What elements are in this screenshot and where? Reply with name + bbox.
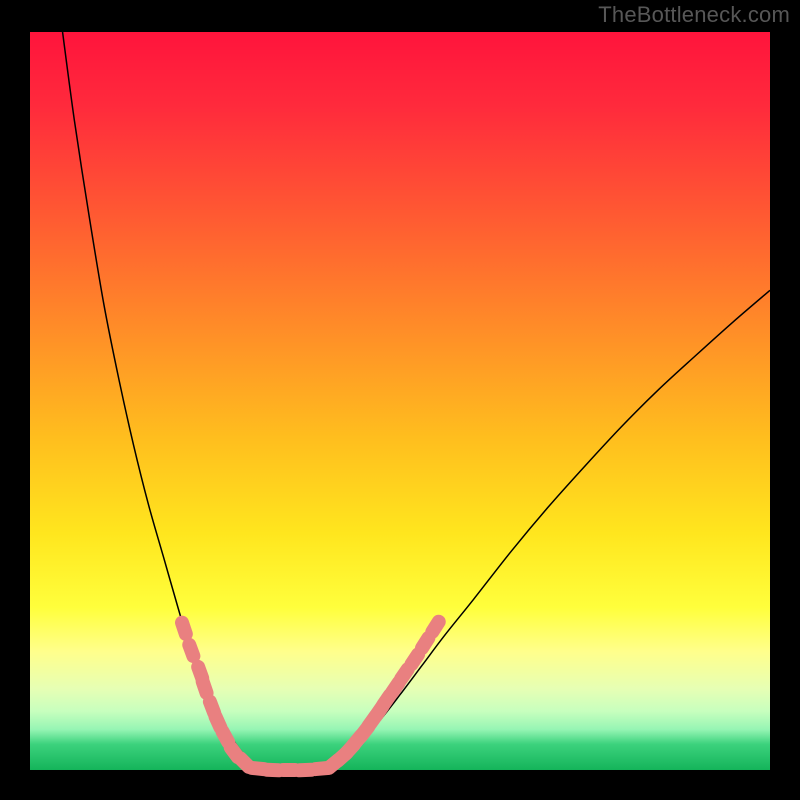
plot-background-gradient bbox=[30, 32, 770, 770]
bottleneck-chart-svg bbox=[0, 0, 800, 800]
watermark-text: TheBottleneck.com bbox=[598, 2, 790, 28]
chart-root: TheBottleneck.com bbox=[0, 0, 800, 800]
